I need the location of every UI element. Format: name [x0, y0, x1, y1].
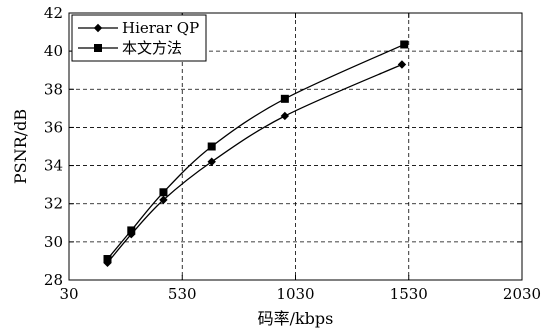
diamond-point: [280, 111, 290, 121]
series-1: [103, 60, 407, 268]
x-tick-label: 30: [59, 285, 78, 303]
x-axis-title: 码率/kbps: [258, 309, 334, 328]
series-line: [107, 43, 405, 260]
diamond-point: [207, 157, 216, 166]
square-point: [127, 226, 136, 235]
y-axis-title: PSNR/dB: [11, 109, 30, 184]
series-line: [107, 63, 403, 264]
legend-label: 本文方法: [122, 39, 182, 57]
y-tick-label: 38: [44, 80, 63, 98]
y-tick-label: 42: [44, 4, 63, 22]
series-2: [103, 40, 409, 264]
legend-entry: Hierar QP: [78, 19, 199, 37]
diamond-point: [397, 60, 407, 69]
y-tick-label: 32: [44, 195, 63, 213]
square-point: [280, 94, 289, 103]
legend-square-marker: [94, 44, 102, 52]
square-point: [207, 142, 216, 151]
x-tick-label: 1530: [390, 285, 428, 303]
x-tick-label: 530: [168, 285, 197, 303]
legend-entry: 本文方法: [78, 39, 182, 57]
square-point: [103, 255, 112, 264]
y-tick-label: 28: [44, 271, 63, 289]
y-tick-label: 36: [44, 118, 63, 136]
y-tick-label: 30: [44, 233, 63, 251]
legend-label: Hierar QP: [122, 19, 199, 37]
y-tick-label: 34: [44, 157, 63, 175]
legend-entries: Hierar QP 本文方法: [78, 19, 199, 57]
legend-diamond-marker: [93, 23, 103, 33]
x-tick-label: 2030: [503, 285, 541, 303]
x-tick-label: 1030: [276, 285, 314, 303]
square-point: [400, 40, 409, 49]
legend: Hierar QP 本文方法: [71, 14, 207, 62]
legend-box: [71, 14, 207, 62]
diamond-point: [159, 195, 168, 205]
series-layer: [103, 40, 409, 268]
square-point: [159, 188, 168, 197]
y-tick-label: 40: [44, 42, 63, 60]
